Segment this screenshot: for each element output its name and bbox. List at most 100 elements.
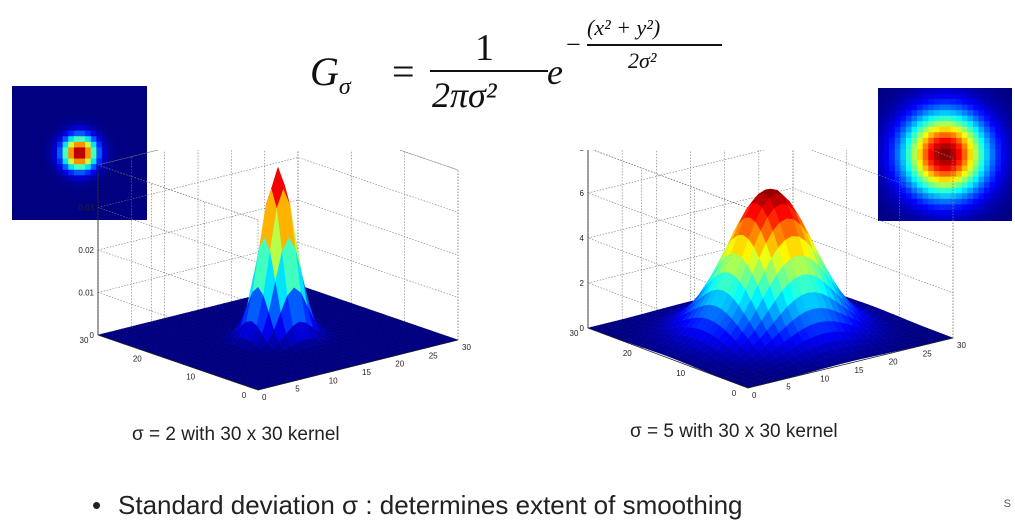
y-tick-label: 20 — [623, 349, 632, 358]
heatmap-cell — [995, 115, 1002, 122]
heatmap-cell — [141, 186, 147, 193]
heatmap-cell — [1000, 193, 1008, 200]
heatmap-cell — [45, 86, 52, 93]
heatmap-cell — [12, 158, 19, 165]
heatmap-cell — [90, 141, 97, 149]
heatmap-cell — [118, 108, 126, 115]
heatmap-cell — [972, 154, 980, 161]
heatmap-cell — [90, 102, 97, 109]
heatmap-cell — [90, 136, 97, 143]
heatmap-cell — [933, 137, 941, 145]
heatmap-cell — [889, 187, 896, 194]
heatmap-cell — [989, 110, 996, 117]
x-tick-label: 5 — [295, 385, 300, 394]
heatmap-cell — [124, 175, 131, 182]
heatmap-cell — [933, 132, 941, 139]
heatmap-cell — [79, 86, 86, 93]
heatmap-cell — [1000, 171, 1008, 178]
heatmap-cell — [12, 186, 19, 193]
heatmap-cell — [900, 165, 907, 172]
heatmap-cell — [118, 158, 126, 165]
heatmap-cell — [79, 180, 86, 188]
heatmap-cell — [40, 113, 47, 121]
heatmap-cell — [911, 215, 918, 221]
heatmap-cell — [995, 99, 1002, 106]
heatmap-cell — [905, 110, 913, 117]
heatmap-cell — [1006, 198, 1012, 205]
heatmap-cell — [57, 97, 64, 104]
heatmap-cell — [73, 130, 81, 137]
heatmap-cell — [28, 130, 36, 137]
heatmap-cell — [894, 137, 901, 145]
heatmap-cell — [995, 171, 1002, 178]
heatmap-cell — [118, 180, 126, 188]
heatmap-cell — [113, 102, 120, 109]
heatmap-cell — [928, 171, 935, 178]
heatmap-cell — [73, 208, 81, 216]
heatmap-cell — [34, 197, 41, 204]
heatmap-cell — [961, 187, 968, 194]
heatmap-cell — [1006, 209, 1012, 217]
heatmap-cell — [883, 137, 890, 145]
heatmap-cell — [939, 132, 946, 139]
heatmap-cell — [85, 186, 92, 193]
heatmap-cell — [984, 115, 991, 122]
heatmap-cell — [118, 125, 126, 132]
heatmap-cell — [141, 102, 147, 109]
heatmap-cell — [878, 99, 885, 106]
heatmap-cell — [928, 88, 935, 95]
heatmap-cell — [96, 197, 103, 204]
heatmap-cell — [939, 148, 946, 156]
heatmap-cell — [900, 88, 907, 95]
heatmap-cell — [107, 91, 114, 98]
heatmap-cell — [950, 148, 957, 156]
heatmap-cell — [939, 215, 946, 221]
heatmap-cell — [978, 115, 985, 122]
heatmap-cell — [17, 214, 24, 220]
heatmap-cell — [90, 86, 97, 93]
heatmap-cell — [102, 102, 109, 109]
heatmap-cell — [961, 193, 968, 200]
heatmap-cell — [889, 198, 896, 205]
heatmap-cell — [905, 154, 913, 161]
heatmap-cell — [17, 208, 24, 216]
heatmap-cell — [141, 192, 147, 199]
heatmap-cell — [96, 102, 103, 109]
heatmap-cell — [28, 86, 36, 93]
heatmap-cell — [961, 176, 968, 183]
heatmap-cell — [17, 119, 24, 126]
heatmap-cell — [79, 130, 86, 137]
heatmap-cell — [911, 88, 918, 95]
heatmap-cell — [28, 119, 36, 126]
heatmap-cell — [995, 215, 1002, 221]
heatmap-cell — [984, 148, 991, 156]
heatmap-cell — [90, 214, 97, 220]
heatmap-cell — [79, 169, 86, 176]
heatmap-cell — [124, 136, 131, 143]
heatmap-cell — [141, 86, 147, 93]
heatmap-cell — [68, 130, 75, 137]
heatmap-cell — [1006, 165, 1012, 172]
heatmap-cell — [51, 97, 58, 104]
heatmap-cell — [922, 176, 929, 183]
heatmap-cell — [40, 125, 47, 132]
heatmap-cell — [905, 193, 913, 200]
heatmap-cell — [90, 169, 97, 176]
heatmap-cell — [894, 143, 901, 150]
heatmap-cell — [34, 130, 41, 137]
heatmap-cell — [118, 208, 126, 216]
heatmap-cell — [12, 119, 19, 126]
heatmap-cell — [96, 169, 103, 176]
heatmap-cell — [68, 169, 75, 176]
heatmap-cell — [900, 215, 907, 221]
heatmap-cell — [928, 165, 935, 172]
heatmap-cell — [967, 160, 974, 167]
heatmap-cell — [124, 153, 131, 160]
heatmap-cell — [17, 180, 24, 188]
heatmap-cell — [73, 108, 81, 115]
heatmap-cell — [68, 214, 75, 220]
heatmap-cell — [894, 176, 901, 183]
heatmap-cell — [124, 192, 131, 199]
heatmap-cell — [917, 182, 924, 189]
heatmap-cell — [878, 154, 885, 161]
